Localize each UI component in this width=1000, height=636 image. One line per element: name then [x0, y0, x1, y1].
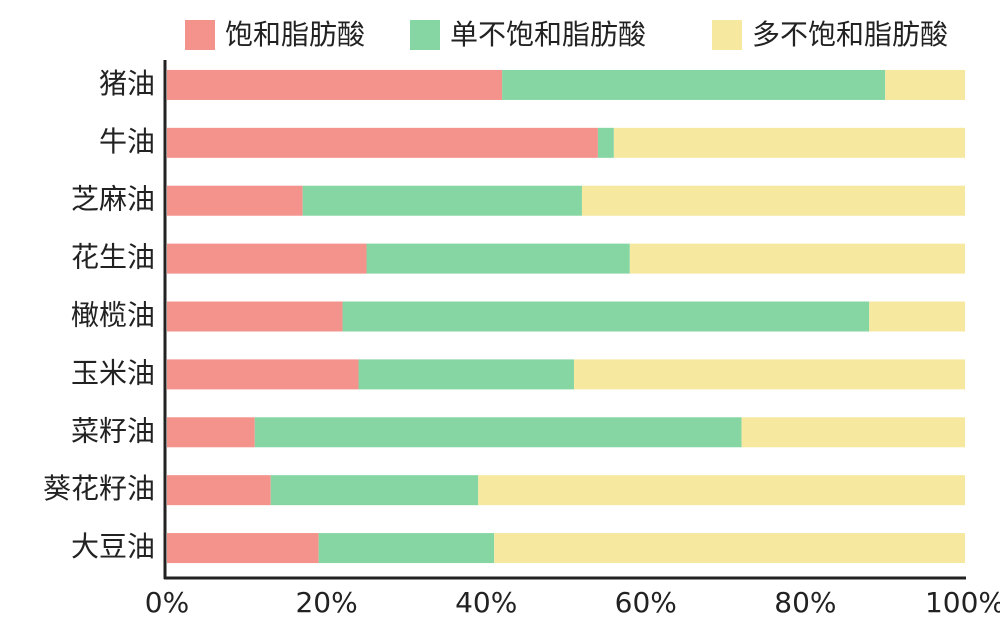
bar-segment — [342, 301, 870, 332]
bar-segment — [358, 359, 574, 390]
legend-swatch — [410, 20, 440, 50]
y-tick-label: 玉米油 — [71, 356, 155, 389]
y-tick-label: 菜籽油 — [71, 414, 155, 447]
bar-segment — [167, 359, 359, 390]
legend-swatch — [185, 20, 215, 50]
bar-segment — [741, 417, 965, 448]
bar-segment — [167, 127, 598, 158]
bar-segment — [167, 243, 367, 274]
x-tick-label: 100% — [925, 586, 1000, 619]
bar-segment — [366, 243, 630, 274]
legend-label: 饱和脂肪酸 — [225, 18, 365, 51]
x-tick-label: 80% — [774, 586, 836, 619]
bar-segment — [167, 475, 271, 506]
y-tick-label: 猪油 — [99, 67, 155, 100]
bar-segment — [581, 185, 965, 216]
bar-segment — [167, 301, 343, 332]
x-tick-label: 0% — [145, 586, 189, 619]
bar-segment — [597, 127, 614, 158]
bar-segment — [167, 417, 255, 448]
bar-segment — [254, 417, 742, 448]
legend-swatch — [712, 20, 742, 50]
bar-segment — [629, 243, 965, 274]
y-tick-label: 牛油 — [99, 125, 155, 158]
y-tick-label: 葵花籽油 — [43, 472, 155, 505]
bar-segment — [573, 359, 965, 390]
x-tick-label: 40% — [455, 586, 517, 619]
bar-segment — [167, 185, 303, 216]
y-tick-label: 大豆油 — [71, 530, 155, 563]
bar-segment — [502, 69, 886, 100]
bar-segment — [167, 533, 319, 564]
bar-segment — [270, 475, 479, 506]
x-tick-label: 20% — [295, 586, 357, 619]
bar-segment — [885, 69, 965, 100]
bar-segment — [613, 127, 965, 158]
x-tick-label: 60% — [615, 586, 677, 619]
bar-segment — [318, 533, 495, 564]
bar-segment — [167, 69, 503, 100]
bar-segment — [478, 475, 965, 506]
y-tick-label: 花生油 — [71, 241, 155, 274]
bar-segment — [494, 533, 965, 564]
bar-segment — [302, 185, 582, 216]
legend-label: 多不饱和脂肪酸 — [752, 18, 948, 51]
bar-segment — [869, 301, 965, 332]
y-tick-label: 橄榄油 — [71, 299, 155, 332]
legend-label: 单不饱和脂肪酸 — [450, 18, 646, 51]
y-tick-label: 芝麻油 — [71, 183, 155, 216]
